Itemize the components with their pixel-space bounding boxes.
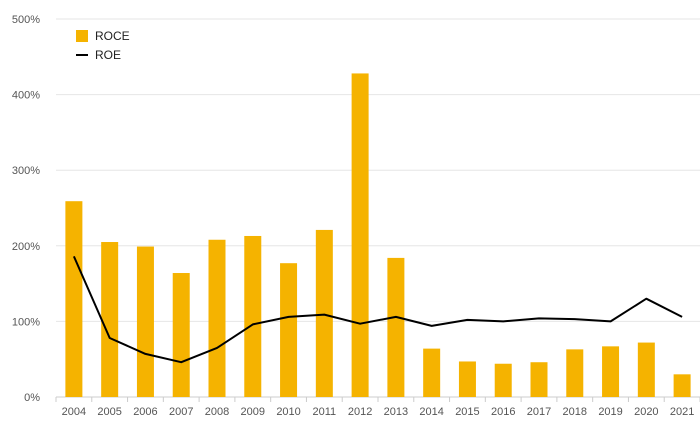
roce-bar xyxy=(673,374,691,397)
roce-bar xyxy=(101,242,119,397)
y-tick-label: 500% xyxy=(12,14,40,26)
roce-bar xyxy=(208,239,226,397)
x-tick-label: 2010 xyxy=(276,406,300,418)
roce-bar xyxy=(530,362,548,397)
roce-bar xyxy=(315,229,333,397)
roce-bar xyxy=(494,363,512,397)
roce-bar xyxy=(387,257,405,397)
x-tick-label: 2014 xyxy=(419,406,443,418)
y-tick-label: 0% xyxy=(24,392,40,404)
roce-bar xyxy=(637,342,655,397)
x-axis-ticks: 2004 2005 2006 2007 2008 2009 2010 2011 2012 2013… xyxy=(55,397,700,418)
roce-bar xyxy=(172,273,190,397)
y-tick-label: 400% xyxy=(12,90,40,102)
roe-line-layer xyxy=(72,255,683,364)
x-tick-label: 2005 xyxy=(97,406,121,418)
legend-roce-swatch xyxy=(76,30,88,42)
x-tick-label: 2007 xyxy=(169,406,193,418)
x-tick-label: 2018 xyxy=(563,406,587,418)
roce-bar xyxy=(602,346,620,397)
y-axis-ticks: 0% 100% 200% 300% 400% 500% xyxy=(12,14,40,404)
y-tick-label: 100% xyxy=(12,316,40,328)
x-tick-label: 2019 xyxy=(598,406,622,418)
roe-line xyxy=(72,255,683,364)
roce-bar xyxy=(65,201,83,397)
y-tick-label: 300% xyxy=(12,165,40,177)
roce-bar xyxy=(566,349,584,397)
x-tick-label: 2017 xyxy=(527,406,551,418)
x-tick-label: 2006 xyxy=(133,406,157,418)
x-tick-label: 2004 xyxy=(62,406,86,418)
roce-bar xyxy=(244,235,262,397)
x-tick-label: 2009 xyxy=(241,406,265,418)
x-tick-label: 2021 xyxy=(670,406,694,418)
x-tick-label: 2011 xyxy=(313,406,337,418)
roce-bar xyxy=(458,361,476,397)
x-tick-label: 2015 xyxy=(455,406,479,418)
legend: ROCE ROE xyxy=(76,29,130,62)
x-tick-label: 2020 xyxy=(634,406,658,418)
x-tick-label: 2008 xyxy=(205,406,229,418)
legend-roe-label: ROE xyxy=(95,48,121,62)
roce-bar xyxy=(136,246,154,397)
y-tick-label: 200% xyxy=(12,241,40,253)
legend-roce-label: ROCE xyxy=(95,29,130,43)
roce-bars xyxy=(65,73,691,397)
x-tick-label: 2012 xyxy=(348,406,372,418)
roce-bar xyxy=(423,348,441,397)
x-tick-label: 2013 xyxy=(384,406,408,418)
x-tick-label: 2016 xyxy=(491,406,515,418)
roce-bar xyxy=(280,263,298,397)
roce-bar xyxy=(351,73,369,397)
